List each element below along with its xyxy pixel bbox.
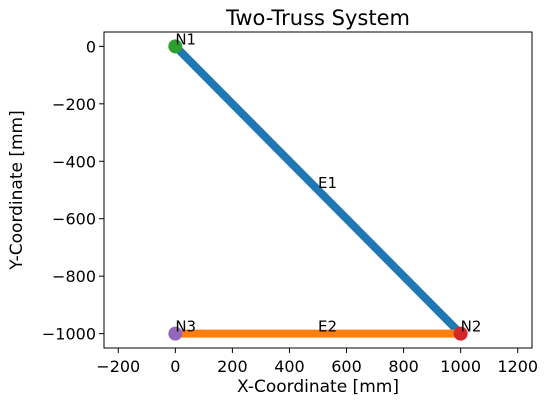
y-tick-label: −200 [52,95,96,114]
chart-title: Two-Truss System [225,6,410,30]
x-tick-label: 200 [217,357,248,376]
x-tick-label: 800 [388,357,419,376]
x-tick-label: 400 [274,357,305,376]
plot-frame [103,31,533,349]
x-tick-label: −200 [96,357,140,376]
y-tick-label: 0 [86,37,96,56]
node [453,326,468,341]
truss-element [172,43,464,337]
y-tick-label: −800 [52,267,96,286]
x-tick-label: 1200 [497,357,538,376]
node [168,326,183,341]
x-axis-label: X-Coordinate [mm] [237,377,399,397]
node-label: N3 [175,318,196,336]
node-label: N2 [461,318,482,336]
node [168,39,183,54]
x-tick-label: 1000 [440,357,481,376]
y-axis-label: Y-Coordinate [mm] [7,110,27,270]
element-label: E2 [318,318,337,336]
y-tick-label: −600 [52,210,96,229]
y-tick-label: −400 [52,152,96,171]
y-tick-label: −1000 [42,325,96,344]
node-label: N1 [175,30,196,48]
element-label: E1 [318,174,337,192]
x-tick-label: 600 [331,357,362,376]
x-tick-label: 0 [170,357,180,376]
